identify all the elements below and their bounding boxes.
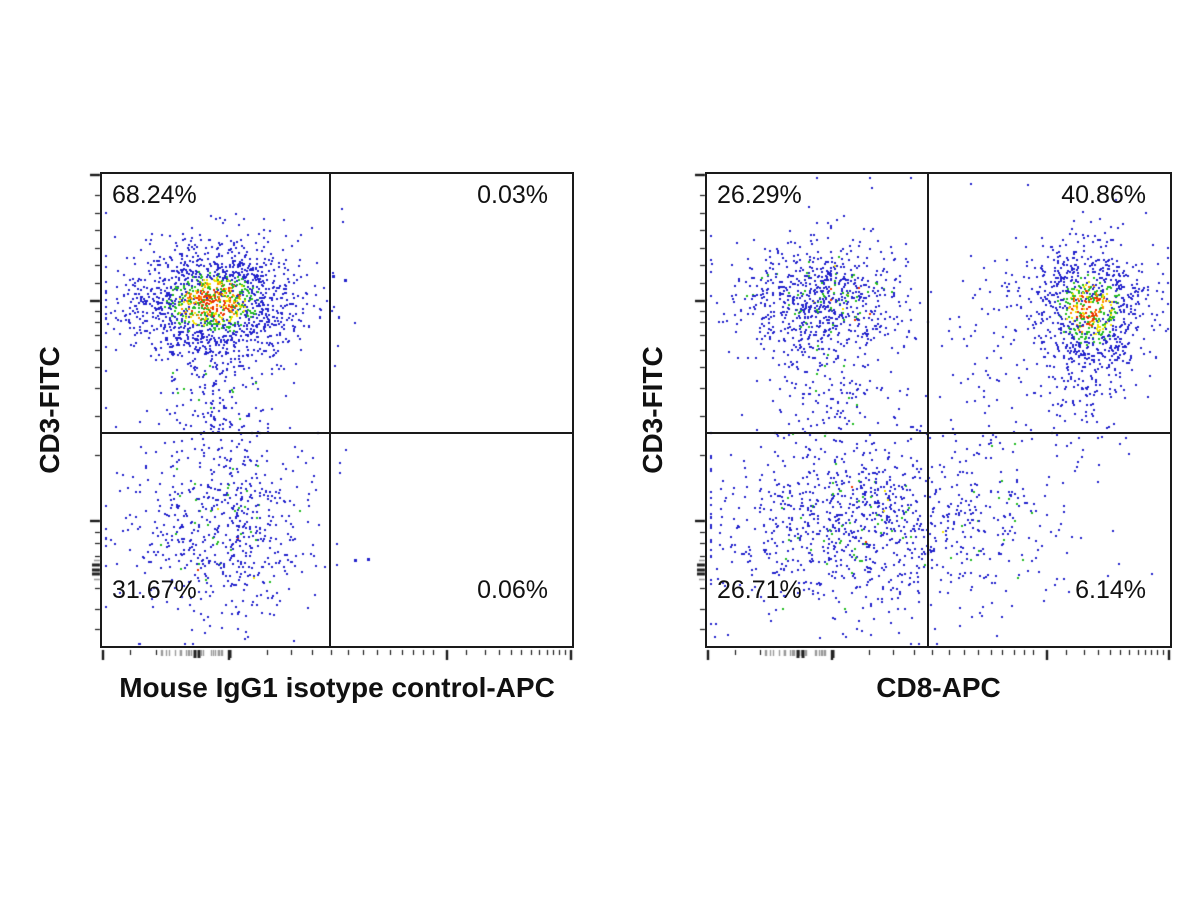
right-lower-right-percentage: 6.14%	[1075, 576, 1146, 604]
right-x-axis-label: CD8-APC	[876, 672, 1001, 703]
right-upper-right-percentage: 40.86%	[1061, 181, 1146, 209]
left-quadrant-vertical-line	[328, 174, 331, 646]
right-upper-left-percentage: 26.29%	[717, 181, 802, 209]
right-lower-left-percentage: 26.71%	[717, 576, 802, 604]
left-upper-right-percentage: 0.03%	[477, 181, 548, 209]
left-x-axis-label: Mouse IgG1 isotype control-APC	[119, 672, 555, 703]
left-lower-right-percentage: 0.06%	[477, 576, 548, 604]
right-quadrant-horizontal-line	[707, 431, 1170, 434]
left-y-axis-label: CD3-FITC	[34, 346, 65, 474]
right-y-axis-label: CD3-FITC	[637, 346, 668, 474]
left-quadrant-horizontal-line	[102, 431, 572, 434]
left-plot-frame: 68.24% 0.03% 31.67% 0.06%	[84, 172, 576, 666]
left-lower-left-percentage: 31.67%	[112, 576, 197, 604]
right-quadrant-vertical-line	[926, 174, 929, 646]
right-plot-canvas	[689, 172, 1174, 666]
left-upper-left-percentage: 68.24%	[112, 181, 197, 209]
right-plot-frame: 26.29% 40.86% 26.71% 6.14%	[689, 172, 1174, 666]
